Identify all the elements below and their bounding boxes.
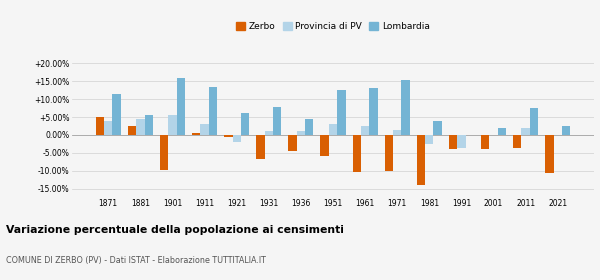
Bar [417, 135, 425, 185]
Bar [104, 121, 112, 135]
Bar [521, 128, 530, 135]
Bar [305, 119, 313, 135]
Bar [449, 135, 457, 149]
Bar [200, 124, 209, 135]
Bar [160, 135, 168, 170]
Text: Variazione percentuale della popolazione ai censimenti: Variazione percentuale della popolazione… [6, 225, 344, 235]
Bar [361, 126, 369, 135]
Bar [320, 135, 329, 156]
Bar [128, 126, 136, 135]
Bar [393, 130, 401, 135]
Bar [289, 135, 297, 151]
Bar [457, 135, 466, 148]
Text: COMUNE DI ZERBO (PV) - Dati ISTAT - Elaborazione TUTTITALIA.IT: COMUNE DI ZERBO (PV) - Dati ISTAT - Elab… [6, 256, 266, 265]
Bar [136, 119, 145, 135]
Bar [498, 128, 506, 135]
Bar [145, 115, 153, 135]
Bar [433, 121, 442, 135]
Bar [401, 80, 410, 135]
Bar [353, 135, 361, 172]
Bar [224, 135, 233, 137]
Bar [425, 135, 433, 144]
Bar [385, 135, 393, 171]
Bar [329, 124, 337, 135]
Bar [168, 115, 176, 135]
Bar [233, 135, 241, 142]
Legend: Zerbo, Provincia di PV, Lombardia: Zerbo, Provincia di PV, Lombardia [233, 18, 433, 35]
Bar [176, 78, 185, 135]
Bar [256, 135, 265, 159]
Bar [273, 107, 281, 135]
Bar [192, 133, 200, 135]
Bar [96, 117, 104, 135]
Bar [530, 108, 538, 135]
Bar [369, 88, 377, 135]
Bar [112, 94, 121, 135]
Bar [545, 135, 554, 173]
Bar [241, 113, 249, 135]
Bar [265, 131, 273, 135]
Bar [209, 87, 217, 135]
Bar [297, 131, 305, 135]
Bar [562, 126, 570, 135]
Bar [513, 135, 521, 148]
Bar [337, 90, 346, 135]
Bar [481, 135, 490, 149]
